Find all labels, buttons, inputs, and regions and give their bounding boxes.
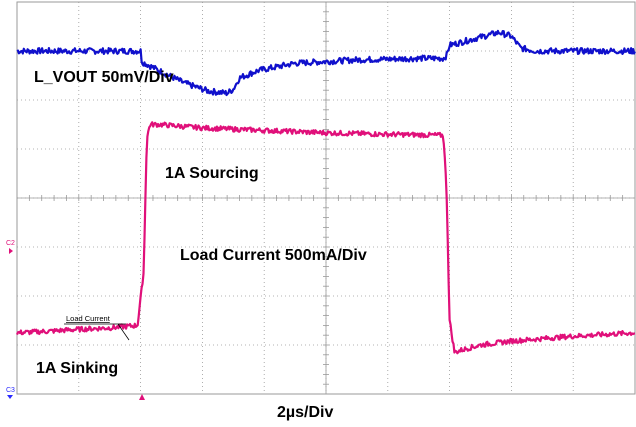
load-current-legend-leader — [117, 323, 130, 341]
ch3-marker-text: C3 — [6, 387, 15, 394]
x-axis-label: 2µs/Div — [277, 404, 333, 421]
load-current-trace — [15, 121, 636, 355]
grid — [16, 1, 636, 395]
sinking-label: 1A Sinking — [36, 360, 118, 377]
load-current-legend-text: Load Current — [66, 314, 111, 323]
sourcing-label: 1A Sourcing — [165, 165, 259, 182]
vout-trace — [16, 29, 636, 97]
ch2-marker-text: C2 — [6, 240, 15, 247]
ch3-marker-icon — [7, 395, 13, 399]
load-current-label: Load Current 500mA/Div — [180, 247, 367, 264]
ch2-marker-icon — [9, 248, 13, 254]
vout-label: L_VOUT 50mV/Div — [34, 69, 174, 86]
trigger-marker-icon — [139, 394, 145, 400]
traces — [15, 29, 636, 355]
